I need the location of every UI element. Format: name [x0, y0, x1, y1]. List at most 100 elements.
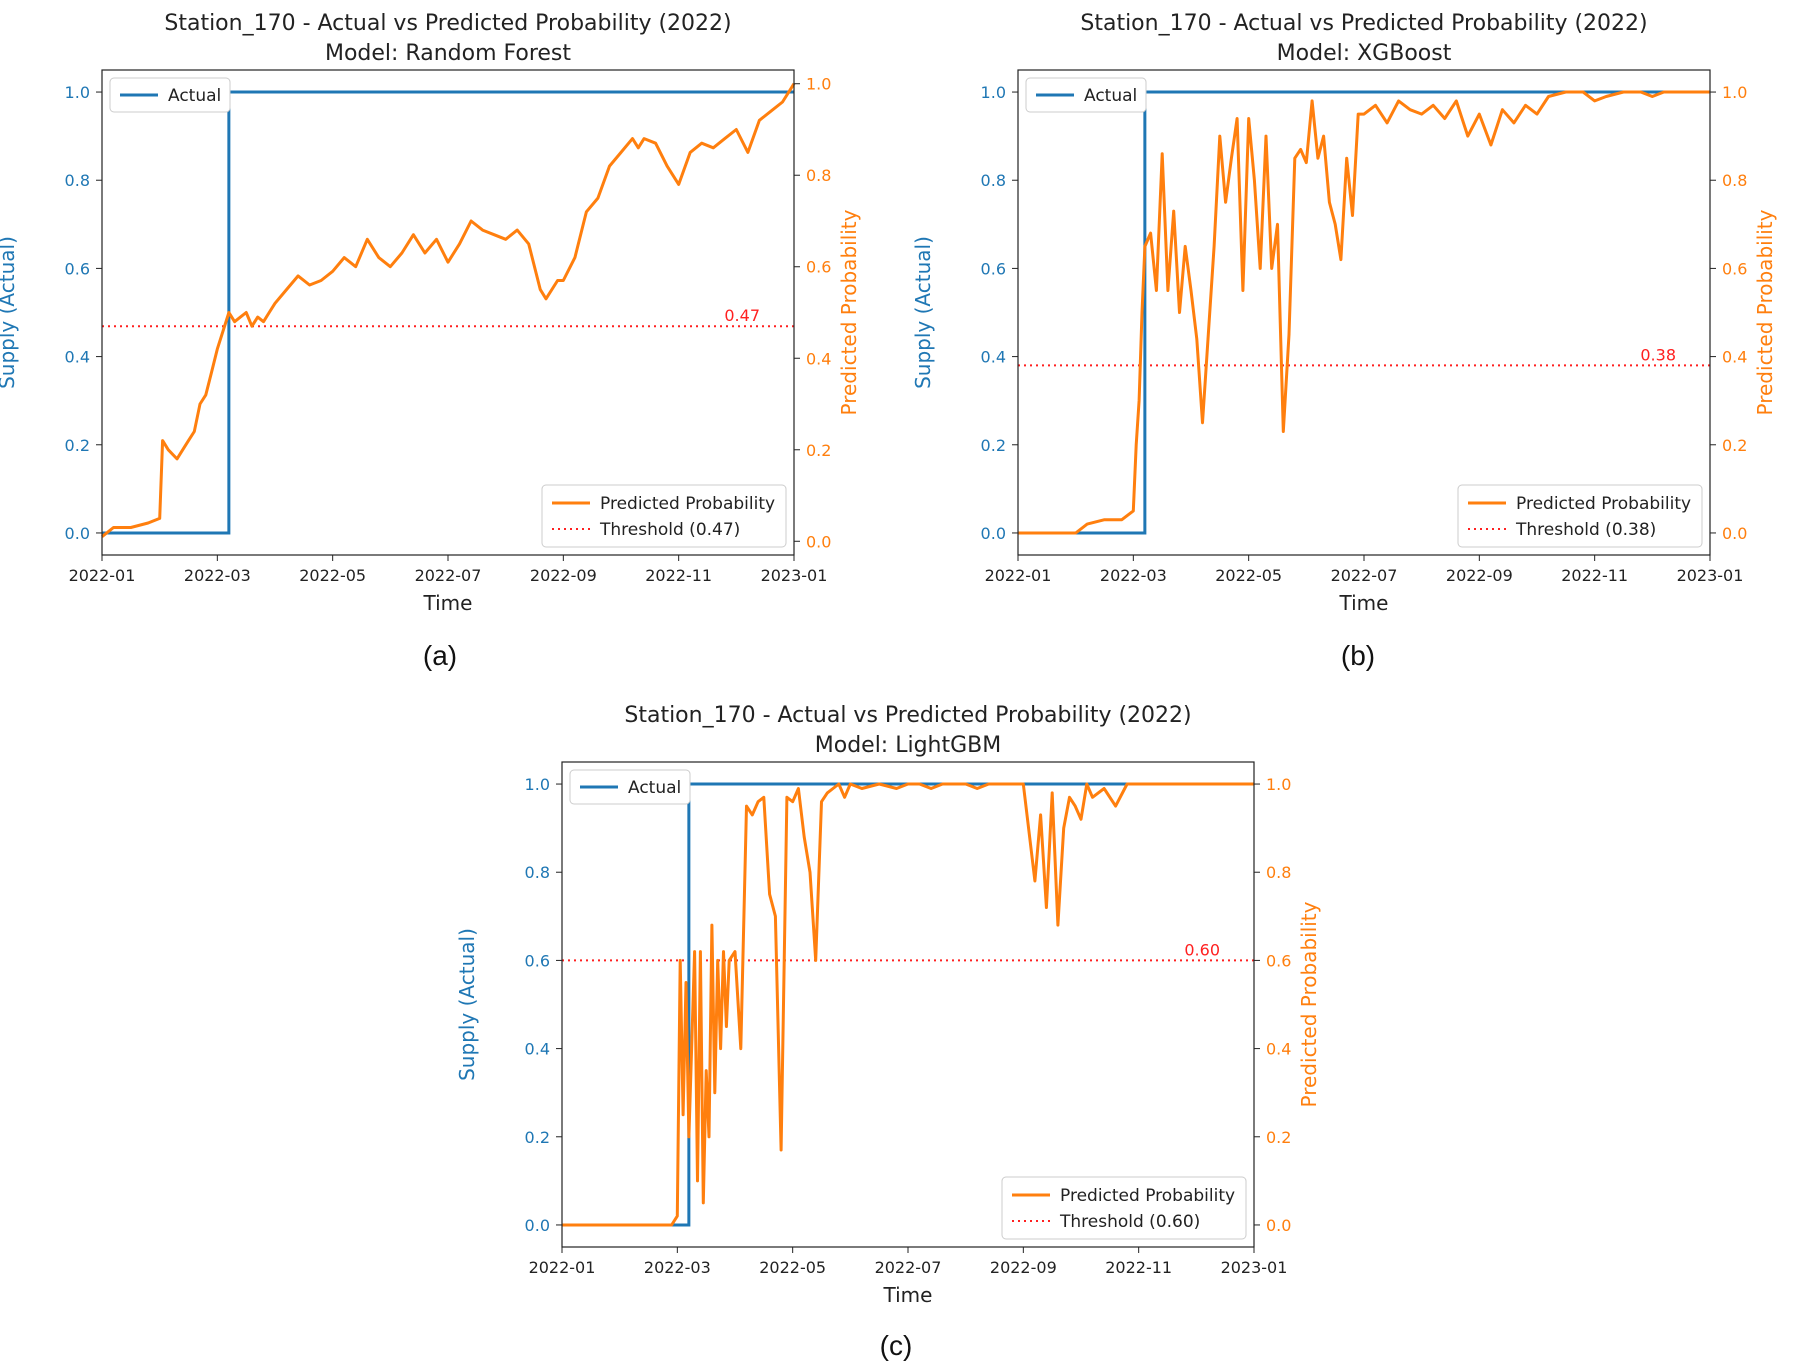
actual-series-line: [562, 782, 1208, 1227]
left-y-tick-label: 0.2: [525, 1128, 550, 1147]
threshold-value-label: 0.60: [1184, 940, 1220, 959]
chart-title: Station_170 - Actual vs Predicted Probab…: [1080, 11, 1647, 36]
chart-b-svg: Station_170 - Actual vs Predicted Probab…: [911, 11, 1777, 615]
chart-title: Station_170 - Actual vs Predicted Probab…: [624, 703, 1191, 728]
left-y-tick-label: 1.0: [65, 83, 90, 102]
legend-box: [1457, 484, 1703, 548]
chart-subtitle: Model: XGBoost: [1277, 41, 1452, 66]
predicted-probability-line: [562, 782, 1254, 1227]
chart-title: Station_170 - Actual vs Predicted Probab…: [164, 11, 731, 36]
right-y-tick-label: 0.6: [1722, 259, 1747, 278]
x-tick-label: 2022-09: [1446, 566, 1513, 585]
plot-frame: [101, 69, 795, 556]
x-tick-label: 2022-05: [299, 566, 366, 585]
chart-panel-b: Station_170 - Actual vs Predicted Probab…: [911, 0, 1794, 684]
right-y-tick-label: 0.8: [1722, 171, 1747, 190]
right-y-tick-label: 0.8: [806, 166, 831, 185]
right-y-tick-label: 1.0: [806, 75, 831, 94]
legend-threshold-label: Threshold (0.47): [599, 520, 740, 540]
right-y-tick-label: 1.0: [1266, 775, 1291, 794]
right-y-tick-label: 1.0: [1722, 83, 1747, 102]
threshold-value-label: 0.47: [724, 306, 760, 325]
legend-predicted-threshold: Predicted Probability Threshold (0.38): [1457, 484, 1703, 548]
x-tick-label: 2022-03: [644, 1258, 711, 1277]
legend-actual-label: Actual: [168, 86, 221, 106]
legend-predicted-label: Predicted Probability: [1516, 494, 1691, 514]
x-tick-label: 2022-11: [1105, 1258, 1172, 1277]
right-y-tick-label: 0.0: [1722, 524, 1747, 543]
x-tick-label: 2023-01: [1221, 1258, 1288, 1277]
left-y-tick-label: 0.2: [981, 436, 1006, 455]
legend-box: [1001, 1176, 1247, 1240]
chart-panel-c: Station_170 - Actual vs Predicted Probab…: [455, 692, 1338, 1312]
right-y-tick-label: 0.0: [806, 532, 831, 551]
left-y-axis-label: Supply (Actual): [0, 236, 19, 389]
x-tick-label: 2023-01: [1677, 566, 1744, 585]
left-y-tick-label: 0.4: [981, 348, 1006, 367]
legend-actual: Actual: [109, 77, 231, 113]
right-y-axis-label: Predicted Probability: [837, 209, 861, 415]
chart-c-svg: Station_170 - Actual vs Predicted Probab…: [455, 703, 1321, 1307]
left-y-tick-label: 0.8: [525, 863, 550, 882]
legend-predicted-threshold: Predicted Probability Threshold (0.47): [541, 484, 787, 548]
legend-actual: Actual: [569, 769, 691, 805]
left-y-tick-label: 0.4: [525, 1040, 550, 1059]
right-y-tick-label: 0.8: [1266, 863, 1291, 882]
panel-label-b: (b): [1340, 640, 1376, 671]
x-tick-label: 2022-05: [759, 1258, 826, 1277]
plot-frame: [561, 761, 1255, 1248]
x-axis-label: Time: [423, 591, 473, 615]
right-y-tick-label: 0.4: [806, 349, 831, 368]
legend-actual: Actual: [1025, 77, 1147, 113]
legend-predicted-label: Predicted Probability: [600, 494, 775, 514]
left-y-tick-label: 1.0: [981, 83, 1006, 102]
chart-panel-a: Station_170 - Actual vs Predicted Probab…: [0, 0, 897, 684]
legend-box: [1025, 77, 1147, 113]
legend-actual-label: Actual: [1084, 86, 1137, 106]
chart-subtitle: Model: LightGBM: [815, 733, 1001, 758]
legend-box: [541, 484, 787, 548]
x-tick-label: 2022-03: [1100, 566, 1167, 585]
x-axis-label: Time: [1339, 591, 1389, 615]
x-tick-label: 2022-03: [184, 566, 251, 585]
legend-box: [569, 769, 691, 805]
panel-label-c: (c): [879, 1330, 913, 1361]
right-y-tick-label: 0.2: [1722, 436, 1747, 455]
left-y-tick-label: 0.8: [65, 171, 90, 190]
right-y-tick-label: 0.2: [806, 441, 831, 460]
left-y-tick-label: 0.6: [525, 951, 550, 970]
right-y-tick-label: 0.6: [806, 258, 831, 277]
actual-series-line: [1018, 90, 1664, 535]
chart-subtitle: Model: Random Forest: [325, 41, 571, 66]
left-y-axis-label: Supply (Actual): [911, 236, 935, 389]
left-y-tick-label: 0.2: [65, 436, 90, 455]
legend-threshold-label: Threshold (0.60): [1059, 1212, 1200, 1232]
right-y-axis-label: Predicted Probability: [1297, 901, 1321, 1107]
right-y-tick-label: 0.4: [1722, 348, 1747, 367]
right-y-tick-label: 0.4: [1266, 1040, 1291, 1059]
x-tick-label: 2023-01: [761, 566, 828, 585]
x-tick-label: 2022-09: [530, 566, 597, 585]
legend-actual-label: Actual: [628, 778, 681, 798]
left-y-tick-label: 0.0: [525, 1216, 550, 1235]
x-tick-label: 2022-01: [69, 566, 136, 585]
left-y-tick-label: 0.0: [981, 524, 1006, 543]
left-y-tick-label: 0.8: [981, 171, 1006, 190]
actual-series-line: [102, 90, 794, 535]
legend-predicted-threshold: Predicted Probability Threshold (0.60): [1001, 1176, 1247, 1240]
chart-a-svg: Station_170 - Actual vs Predicted Probab…: [0, 11, 861, 615]
right-y-tick-label: 0.6: [1266, 951, 1291, 970]
x-tick-label: 2022-01: [529, 1258, 596, 1277]
x-tick-label: 2022-07: [875, 1258, 942, 1277]
left-y-tick-label: 0.6: [981, 259, 1006, 278]
x-axis-label: Time: [883, 1283, 933, 1307]
right-y-tick-label: 0.0: [1266, 1216, 1291, 1235]
plot-frame: [1017, 69, 1711, 556]
legend-threshold-label: Threshold (0.38): [1515, 520, 1656, 540]
x-tick-label: 2022-07: [1331, 566, 1398, 585]
x-tick-label: 2022-01: [985, 566, 1052, 585]
panel-label-a: (a): [422, 640, 458, 671]
legend-predicted-label: Predicted Probability: [1060, 1186, 1235, 1206]
right-y-tick-label: 0.2: [1266, 1128, 1291, 1147]
predicted-probability-line: [101, 82, 796, 538]
